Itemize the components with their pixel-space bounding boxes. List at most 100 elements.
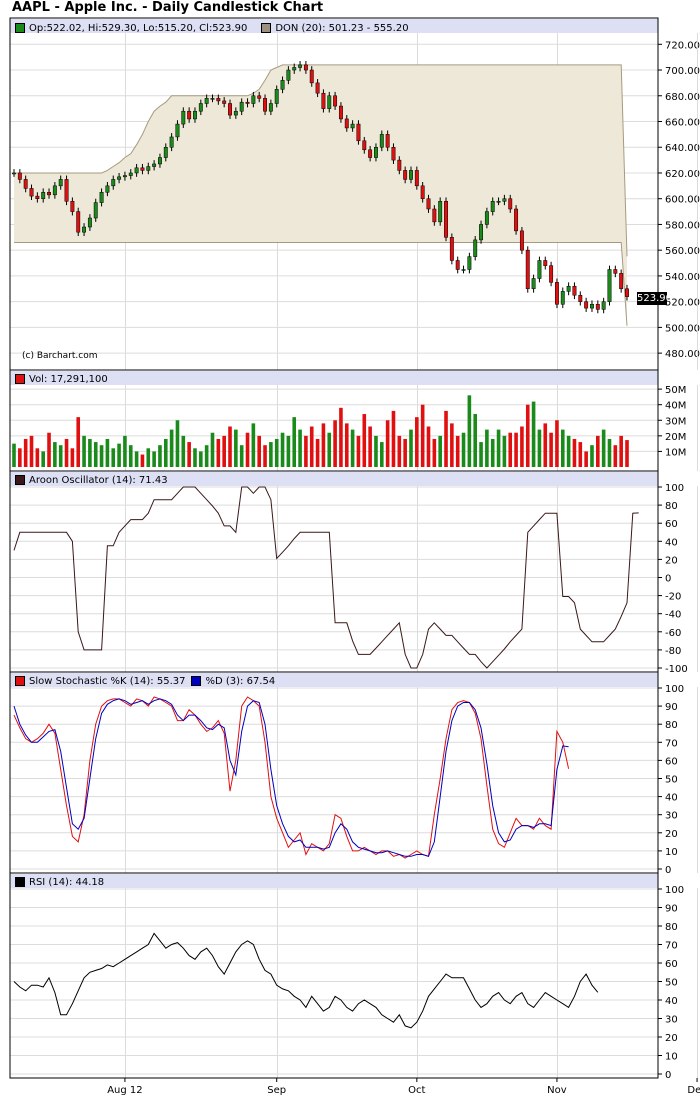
volume-bar — [292, 417, 297, 467]
x-axis-tick-label: Aug 12 — [107, 1085, 142, 1096]
volume-bar — [41, 451, 45, 467]
candle-body — [263, 98, 267, 112]
aroon-tick-label: 20 — [665, 555, 678, 566]
candle-body — [362, 140, 367, 151]
candle-body — [461, 269, 466, 271]
stoch-tick-label: 50 — [665, 775, 678, 786]
candle-body — [321, 92, 326, 109]
candle-body — [64, 179, 69, 202]
candle-body — [52, 185, 57, 196]
volume-bar — [490, 438, 495, 467]
aroon-tick-label: 100 — [665, 483, 684, 494]
candle-body — [128, 172, 133, 176]
candle-body — [315, 82, 320, 94]
rsi-legend: RSI (14): 44.18 — [12, 875, 104, 889]
volume-bar — [380, 442, 384, 467]
stoch-tick-label: 70 — [665, 738, 678, 749]
candle-body — [99, 192, 104, 203]
rsi-tick-label: 20 — [665, 1033, 678, 1044]
volume-bar — [169, 429, 174, 467]
x-axis-tick-label: Oct — [408, 1085, 425, 1096]
candle-body — [502, 198, 507, 202]
candle-body — [12, 172, 16, 175]
candle-body — [152, 163, 157, 167]
volume-bar — [403, 438, 407, 467]
candle-body — [309, 69, 314, 84]
price-tick-label: 480.00 — [665, 349, 700, 360]
candle-body — [590, 303, 594, 309]
price-tick-label: 500.00 — [665, 323, 700, 334]
stoch-legend-bar — [10, 673, 658, 687]
candle-body — [17, 172, 22, 180]
volume-legend: Vol: 17,291,100 — [12, 372, 108, 386]
stoch-tick-label: 60 — [665, 756, 678, 767]
price-tick-label: 540.00 — [665, 272, 700, 283]
candle-body — [146, 166, 151, 171]
volume-bar — [239, 445, 244, 467]
candle-body — [105, 185, 110, 193]
volume-bar — [53, 442, 57, 467]
candle-body — [432, 208, 437, 223]
candle-body — [158, 157, 162, 165]
aroon-tick-label: -100 — [665, 664, 688, 675]
candle-body — [414, 170, 419, 187]
candle-body — [356, 123, 361, 142]
volume-bar — [327, 432, 332, 467]
volume-bar — [496, 429, 501, 467]
rsi-tick-label: 50 — [665, 978, 678, 989]
candle-body — [514, 208, 519, 232]
stoch-d-swatch — [191, 676, 202, 686]
stoch-tick-label: 10 — [665, 847, 678, 858]
donchian-channel-fill — [14, 64, 627, 326]
price-tick-label: 600.00 — [665, 195, 700, 206]
candle-body — [245, 101, 250, 104]
candle-body — [543, 260, 548, 266]
candle-body — [122, 175, 127, 178]
price-tick-label: 680.00 — [665, 92, 700, 103]
aroon-tick-label: -80 — [665, 646, 681, 657]
volume-bar — [333, 420, 337, 467]
volume-tick-label: 30M — [665, 416, 686, 427]
candle-body — [379, 134, 384, 148]
volume-bar — [537, 429, 542, 467]
aroon-oscillator-line — [13, 486, 639, 669]
candle-body — [274, 89, 279, 104]
candle-body — [292, 67, 297, 71]
aroon-legend: Aroon Oscillator (14): 71.43 — [12, 473, 168, 487]
aroon-legend-text: Aroon Oscillator (14): 71.43 — [29, 474, 168, 486]
volume-bar — [146, 448, 151, 467]
volume-bar — [344, 423, 349, 467]
volume-bar — [502, 435, 507, 467]
volume-bar — [93, 442, 98, 467]
candle-body — [484, 211, 489, 225]
price-tick-label: 620.00 — [665, 169, 700, 180]
volume-bar — [625, 440, 629, 467]
candle-body — [595, 303, 600, 310]
candle-body — [76, 211, 81, 233]
volume-tick-label: 40M — [665, 401, 686, 412]
volume-bar — [397, 435, 402, 467]
candle-body — [41, 192, 46, 199]
rsi-tick-label: 80 — [665, 922, 678, 933]
rsi-legend-text: RSI (14): 44.18 — [29, 876, 105, 888]
candle-body — [251, 95, 256, 104]
volume-bar — [572, 438, 577, 467]
candle-body — [169, 136, 174, 148]
candle-body — [187, 110, 192, 120]
price-tick-label: 580.00 — [665, 220, 700, 231]
ohlc-swatch — [15, 23, 25, 33]
candle-body — [444, 201, 448, 238]
price-legend: Op:522.02, Hi:529.30, Lo:515.20, Cl:523.… — [12, 21, 409, 35]
candle-body — [93, 202, 98, 219]
rsi-tick-label: 10 — [665, 1052, 678, 1063]
candle-body — [210, 98, 215, 100]
volume-bar — [613, 445, 618, 467]
x-axis-tick-label: Nov — [547, 1085, 567, 1096]
volume-bar — [479, 442, 483, 467]
candle-body — [181, 110, 186, 125]
candle-body — [584, 301, 589, 309]
last-price-tag: 523.90 — [637, 292, 672, 305]
volume-bar — [473, 414, 478, 467]
rsi-legend-bar — [10, 874, 658, 888]
volume-bar — [251, 423, 256, 467]
